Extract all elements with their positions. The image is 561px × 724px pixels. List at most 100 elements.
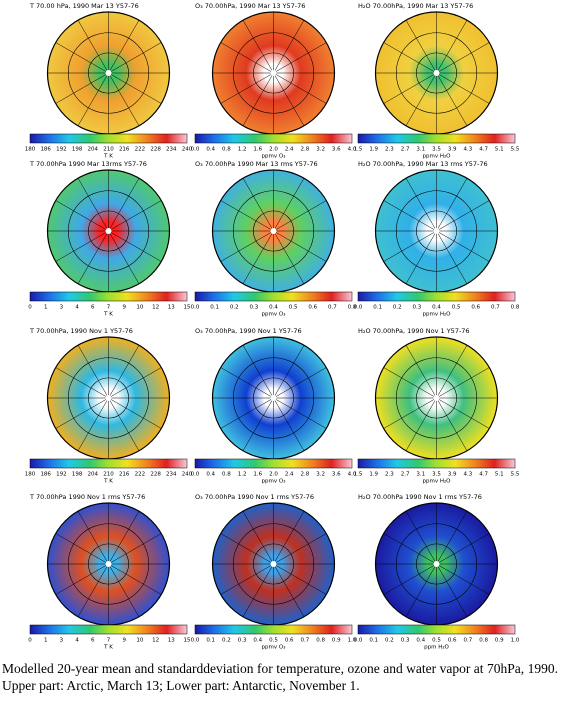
- pole: [270, 70, 277, 76]
- colorbar: [194, 291, 353, 302]
- colorbar-tick-label: 1.5: [354, 472, 363, 478]
- colorbar-tick-label: 0.5: [269, 638, 278, 644]
- colorbar-tick-label: 0.4: [416, 638, 425, 644]
- colorbar-tick-label: 0.0: [354, 305, 363, 311]
- colorbar-tick-label: 7: [107, 305, 111, 311]
- colorbar-tick-label: 0.1: [373, 305, 382, 311]
- colorbar-unit: T K: [103, 312, 113, 318]
- colorbar-tick-label: 2.3: [385, 472, 394, 478]
- colorbar-unit: ppmv H₂O: [422, 479, 451, 485]
- colorbar-tick-label: 198: [72, 147, 83, 153]
- colorbar-tick-label: 180: [25, 147, 36, 153]
- panel-title: T 70.00hPa 1990 Mar 13rms Y57-76: [29, 160, 147, 168]
- colorbar-tick-label: 15: [184, 638, 191, 644]
- pole: [105, 561, 112, 567]
- colorbar-tick-label: 0.7: [301, 638, 310, 644]
- colorbar-tick-label: 0.9: [332, 638, 341, 644]
- colorbar-tick-label: 3.9: [448, 472, 457, 478]
- colorbar-tick-label: 12: [152, 638, 159, 644]
- colorbar-tick-label: 5.5: [511, 472, 520, 478]
- colorbar-unit: ppmv H₂O: [422, 312, 451, 318]
- colorbar: [29, 624, 188, 635]
- colorbar-tick-label: 2.4: [285, 147, 294, 153]
- colorbar-tick-label: 0.5: [432, 638, 441, 644]
- colorbar: [29, 133, 188, 144]
- colorbar-tick-label: 4.7: [479, 472, 488, 478]
- colorbar-tick-label: 2.7: [401, 472, 410, 478]
- colorbar-tick-label: 0.6: [308, 305, 317, 311]
- colorbar-tick-label: 0.8: [222, 147, 231, 153]
- colorbar-tick-label: 1: [44, 638, 48, 644]
- colorbar-tick-label: 186: [40, 472, 51, 478]
- colorbar-tick-label: 6: [91, 638, 95, 644]
- colorbar-tick-label: 0.8: [511, 305, 520, 311]
- colorbar: [357, 624, 516, 635]
- pole: [270, 561, 277, 567]
- colorbar-tick-label: 7: [107, 638, 111, 644]
- colorbar: [357, 458, 516, 469]
- colorbar-tick-label: 0.4: [206, 147, 215, 153]
- colorbar-tick-label: 228: [150, 147, 161, 153]
- colorbar-tick-label: 216: [119, 147, 130, 153]
- colorbar-unit: T K: [103, 154, 113, 160]
- colorbar-tick-label: 2.8: [301, 472, 310, 478]
- colorbar-tick-label: 0.2: [230, 305, 239, 311]
- colorbar-tick-label: 0.6: [448, 638, 457, 644]
- colorbar-tick-label: 0.1: [369, 638, 378, 644]
- colorbar-tick-label: 13: [168, 305, 175, 311]
- colorbar-tick-label: 198: [72, 472, 83, 478]
- colorbar-tick-label: 13: [168, 638, 175, 644]
- panel-title: H₂O 70.00hPa, 1990 Mar 13 rms Y57-76: [358, 160, 488, 168]
- colorbar-tick-label: 0.3: [401, 638, 410, 644]
- colorbar-unit: ppmv H₂O: [422, 154, 451, 160]
- panel-title: O₃ 70.00hPa, 1990 Mar 13 Y57-76: [195, 2, 305, 10]
- colorbar-tick-label: 0.1: [206, 638, 215, 644]
- colorbar-tick-label: 0.7: [491, 305, 500, 311]
- colorbar: [29, 458, 188, 469]
- colorbar-unit: ppm H₂O: [424, 645, 449, 651]
- colorbar-unit: ppmv O₃: [262, 645, 286, 651]
- panel-title: O₃ 70.00hPa 1990 Nov 1 rms Y57-76: [195, 493, 314, 501]
- colorbar-tick-label: 9: [122, 305, 126, 311]
- colorbar-tick-label: 0.2: [222, 638, 231, 644]
- colorbar-tick-label: 0.7: [464, 638, 473, 644]
- colorbar-tick-label: 2.7: [401, 147, 410, 153]
- colorbar-tick-label: 4: [75, 305, 79, 311]
- colorbar-tick-label: 1.0: [511, 638, 520, 644]
- colorbar-tick-label: 10: [136, 638, 143, 644]
- colorbar-tick-label: 15: [184, 305, 191, 311]
- colorbar-tick-label: 0: [28, 305, 32, 311]
- colorbar-unit: ppmv O₃: [262, 154, 286, 160]
- colorbar-unit: ppmv O₃: [262, 312, 286, 318]
- colorbar-tick-label: 1.9: [369, 147, 378, 153]
- colorbar-tick-label: 4.3: [464, 147, 473, 153]
- colorbar-tick-label: 3: [60, 305, 64, 311]
- pole: [433, 70, 440, 76]
- colorbar-tick-label: 0.6: [285, 638, 294, 644]
- colorbar-tick-label: 5.5: [511, 147, 520, 153]
- colorbar-tick-label: 186: [40, 147, 51, 153]
- colorbar-tick-label: 0.3: [413, 305, 422, 311]
- colorbar-tick-label: 3.6: [332, 472, 341, 478]
- colorbar-tick-label: 0.7: [328, 305, 337, 311]
- panel-title: T 70.00hPa, 1990 Nov 1 Y57-76: [29, 327, 133, 335]
- colorbar-unit: ppmv O₃: [262, 479, 286, 485]
- colorbar-tick-label: 1.5: [354, 147, 363, 153]
- pole: [433, 228, 440, 234]
- colorbar-tick-label: 3.2: [316, 147, 325, 153]
- panel-title: H₂O 70.00hPa 1990 Nov 1 rms Y57-76: [358, 493, 482, 501]
- panel-title: O₃ 70.00hPa, 1990 Nov 1 Y57-76: [195, 327, 302, 335]
- colorbar-tick-label: 234: [166, 472, 177, 478]
- colorbar-tick-label: 228: [150, 472, 161, 478]
- colorbar-tick-label: 0.0: [191, 147, 200, 153]
- colorbar-tick-label: 4: [75, 638, 79, 644]
- colorbar-tick-label: 1.2: [238, 147, 247, 153]
- colorbar-tick-label: 216: [119, 472, 130, 478]
- panel-title: H₂O 70.00hPa, 1990 Mar 13 Y57-76: [358, 2, 473, 10]
- colorbar-tick-label: 4.0: [348, 147, 357, 153]
- colorbar-tick-label: 3.1: [416, 147, 425, 153]
- colorbar-unit: T K: [103, 479, 113, 485]
- colorbar-tick-label: 5.1: [495, 147, 504, 153]
